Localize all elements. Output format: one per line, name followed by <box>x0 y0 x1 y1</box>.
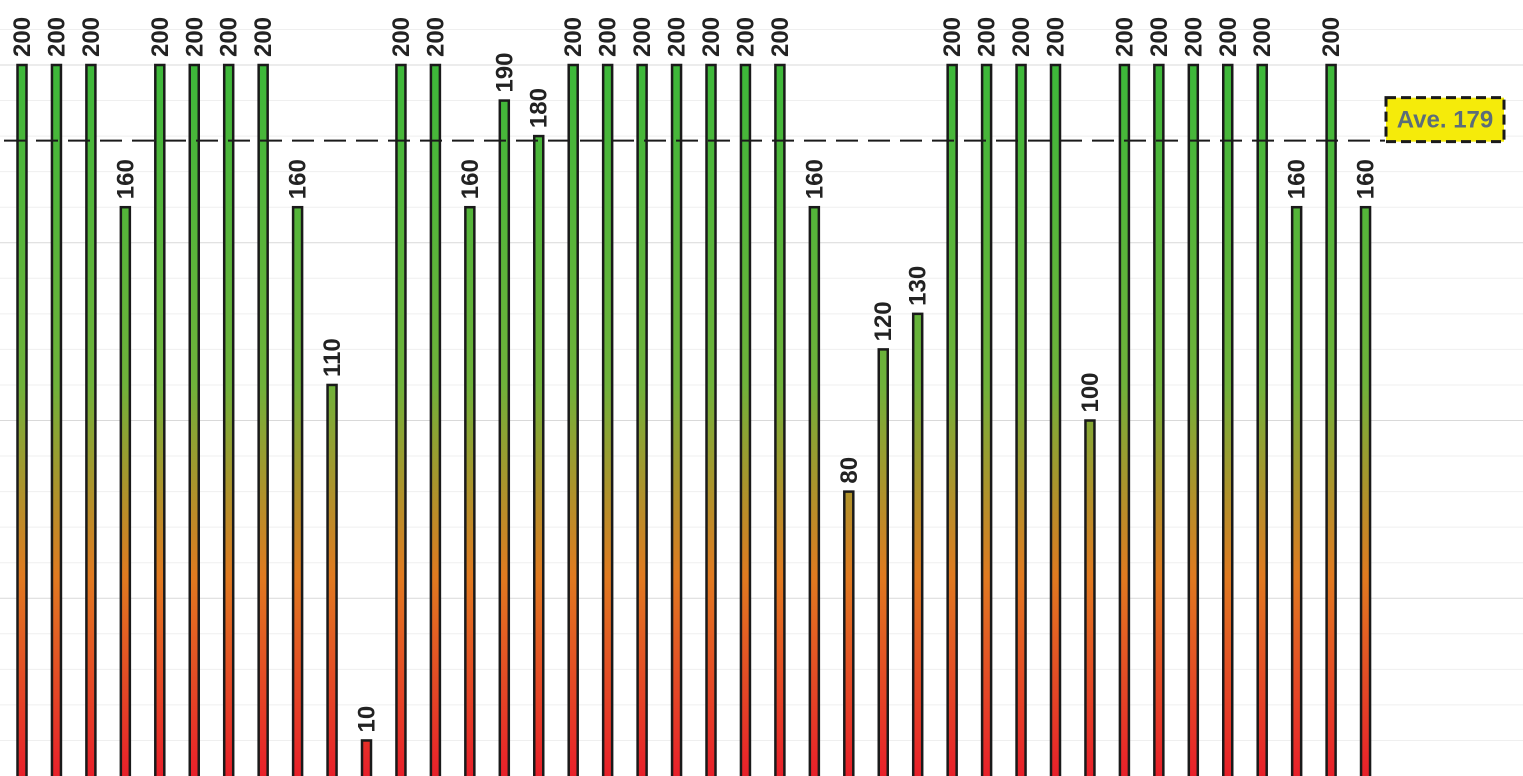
data-label: 200 <box>147 17 174 57</box>
average-line-group: Ave. 179 <box>4 96 1506 144</box>
bar <box>1222 63 1234 776</box>
bar <box>291 205 304 776</box>
data-label: 200 <box>181 17 208 57</box>
bar <box>739 63 752 776</box>
bar <box>429 63 442 776</box>
bar <box>1118 63 1131 776</box>
bar <box>50 63 63 776</box>
data-label: 200 <box>767 17 794 57</box>
bar <box>1049 63 1062 776</box>
data-label: 200 <box>939 17 966 57</box>
bar <box>911 312 924 776</box>
data-label: 160 <box>1353 159 1380 199</box>
bar <box>636 63 648 776</box>
data-label: 80 <box>836 457 863 484</box>
data-label: 200 <box>43 17 70 57</box>
bar <box>1084 419 1096 776</box>
bar <box>533 134 545 776</box>
data-label: 200 <box>629 17 656 57</box>
data-label: 200 <box>1146 17 1173 57</box>
bar <box>843 490 855 776</box>
data-label: 200 <box>250 17 277 57</box>
data-label: 200 <box>422 17 449 57</box>
bar <box>222 63 235 776</box>
data-label: 120 <box>870 301 897 341</box>
data-label: 190 <box>491 53 518 93</box>
bar <box>464 205 476 776</box>
data-label: 160 <box>457 159 484 199</box>
data-label: 200 <box>1043 17 1070 57</box>
bar <box>808 205 821 776</box>
bar <box>601 63 614 776</box>
data-label: 200 <box>216 17 243 57</box>
bar <box>1359 205 1372 776</box>
bar <box>1325 63 1337 776</box>
bar <box>188 63 200 776</box>
data-label: 200 <box>9 17 36 57</box>
bar <box>1153 63 1165 776</box>
data-label: 200 <box>664 17 691 57</box>
bar <box>877 348 889 776</box>
bar <box>154 63 166 776</box>
bar <box>1290 205 1303 776</box>
bar <box>980 63 993 776</box>
data-label: 200 <box>1249 17 1276 57</box>
gridlines <box>0 28 1523 741</box>
data-label: 200 <box>78 17 105 57</box>
bar <box>705 63 717 776</box>
data-label: 200 <box>388 17 415 57</box>
data-label: 200 <box>595 17 622 57</box>
bar <box>326 383 338 776</box>
data-label: 160 <box>112 159 139 199</box>
data-label: 100 <box>1077 372 1104 412</box>
bars <box>16 63 1372 776</box>
data-label: 130 <box>905 266 932 306</box>
average-badge <box>1384 96 1506 144</box>
data-label: 160 <box>801 159 828 199</box>
data-label: 200 <box>560 17 587 57</box>
bar <box>360 739 373 776</box>
bar <box>498 99 511 776</box>
bar <box>567 63 579 776</box>
bar <box>1256 63 1268 776</box>
bar <box>670 63 683 776</box>
bar <box>946 63 958 776</box>
data-label: 200 <box>732 17 759 57</box>
data-label: 200 <box>698 17 725 57</box>
data-label: 180 <box>526 88 553 128</box>
data-label: 10 <box>354 706 381 733</box>
bar <box>395 63 407 776</box>
data-label: 200 <box>1111 17 1138 57</box>
data-labels: 200 200 200 160 200 200 200 200 160 110 10 200 200 16… <box>9 17 1380 732</box>
data-label: 200 <box>1180 17 1207 57</box>
data-label: 200 <box>1008 17 1035 57</box>
average-label: Ave. 179 <box>1397 107 1494 134</box>
bar <box>257 63 269 776</box>
bar <box>119 205 132 776</box>
bar <box>774 63 786 776</box>
bar <box>1015 63 1027 776</box>
bar <box>85 63 97 776</box>
data-label: 200 <box>974 17 1001 57</box>
data-label: 110 <box>319 338 346 377</box>
bar <box>16 63 28 776</box>
data-label: 160 <box>1284 159 1311 199</box>
data-label: 200 <box>1215 17 1242 57</box>
data-label: 160 <box>285 159 312 199</box>
bar <box>1187 63 1200 776</box>
data-label: 200 <box>1318 17 1345 57</box>
